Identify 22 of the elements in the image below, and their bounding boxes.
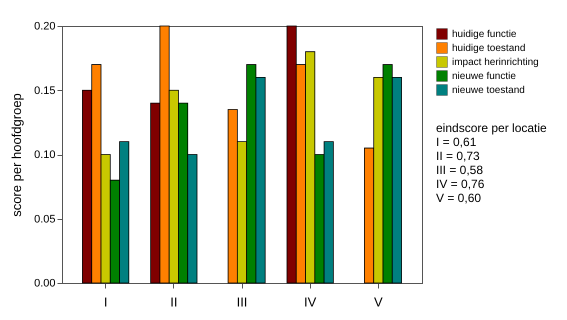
legend-label: huidige toestand: [452, 43, 526, 54]
x-tick-label: IV: [304, 294, 317, 310]
y-axis-title: score per hoofdgroep: [9, 93, 24, 217]
x-tick-label: II: [170, 294, 178, 310]
text: eindscore per locatie: [436, 121, 548, 135]
x-tick-label: III: [236, 294, 248, 310]
text: I = 0,61: [436, 135, 477, 149]
legend-label: nieuwe toestand: [452, 85, 525, 96]
y-tick-label: 0.00: [34, 278, 56, 290]
legend-label: impact herinrichting: [452, 57, 539, 68]
x-tick-label: I: [104, 294, 108, 310]
text: IV = 0,76: [436, 177, 485, 191]
legend-label: huidige functie: [452, 29, 517, 40]
y-tick-label: 0.05: [34, 213, 56, 226]
x-tick-label: V: [374, 294, 384, 310]
y-tick-label: 0.10: [34, 149, 56, 161]
text: II = 0,73: [436, 149, 480, 163]
legend-label: nieuwe functie: [452, 71, 516, 82]
text: III = 0,58: [436, 163, 484, 177]
y-tick-label: 0.20: [34, 20, 56, 32]
text: V = 0,60: [436, 191, 482, 205]
y-tick-label: 0.15: [34, 84, 56, 97]
